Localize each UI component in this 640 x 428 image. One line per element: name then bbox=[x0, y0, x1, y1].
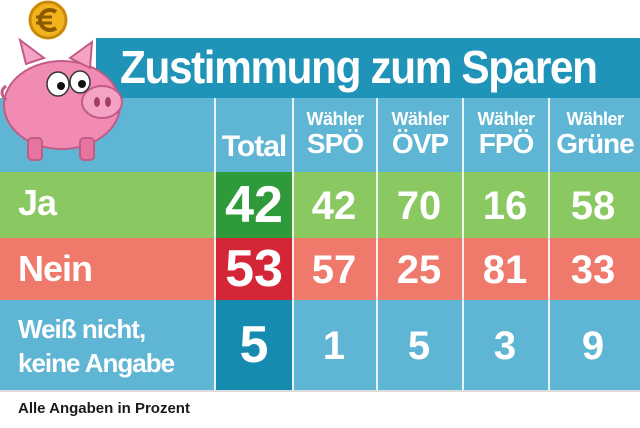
value-cell: 33 bbox=[570, 248, 616, 292]
value-cell: 70 bbox=[396, 184, 442, 228]
euro-coin-icon bbox=[28, 0, 68, 40]
total-cell-nein: 53 bbox=[216, 238, 292, 300]
row-nein bbox=[0, 238, 640, 300]
value-cell: 58 bbox=[570, 184, 616, 228]
column-header-label: ÖVP bbox=[391, 128, 449, 159]
column-header-label: SPÖ bbox=[306, 128, 364, 159]
row-label-weiss-nicht: Weiß nicht, keine Angabe bbox=[18, 312, 175, 380]
total-cell-weiss-nicht: 5 bbox=[216, 300, 292, 390]
column-divider bbox=[462, 98, 464, 390]
value-cell: 57 bbox=[311, 248, 357, 292]
column-header-total: Total bbox=[221, 130, 287, 163]
row-label-ja: Ja bbox=[18, 182, 57, 223]
row-ja bbox=[0, 172, 640, 238]
row-label-nein: Nein bbox=[18, 248, 93, 289]
value-cell: 1 bbox=[322, 324, 346, 368]
footer bbox=[0, 390, 640, 428]
column-header-top: Wähler bbox=[566, 109, 624, 129]
column-header-label: FPÖ bbox=[478, 128, 535, 159]
column-header-fpoe: Wähler FPÖ bbox=[466, 110, 546, 158]
value-cell: 42 bbox=[311, 184, 357, 228]
value-cell: 9 bbox=[581, 324, 605, 368]
column-header-top: Wähler bbox=[391, 109, 449, 129]
row-label-line: keine Angabe bbox=[18, 348, 175, 378]
column-header-top: Wähler bbox=[306, 109, 364, 129]
column-header-top: Wähler bbox=[477, 109, 535, 129]
total-cell-ja: 42 bbox=[216, 172, 292, 238]
column-divider bbox=[292, 98, 294, 390]
chart-title: Zustimmung zum Sparen bbox=[120, 41, 598, 93]
value-cell: 16 bbox=[482, 184, 528, 228]
row-weiss-nicht bbox=[0, 300, 640, 390]
column-header-oevp: Wähler ÖVP bbox=[380, 110, 460, 158]
value-cell: 25 bbox=[396, 248, 442, 292]
footer-note: Alle Angaben in Prozent bbox=[18, 400, 190, 417]
column-divider bbox=[214, 98, 216, 390]
value-cell: 5 bbox=[407, 324, 431, 368]
value-cell: 81 bbox=[482, 248, 528, 292]
piggy-bank-icon bbox=[0, 0, 123, 161]
column-header-gruene: Wähler Grüne bbox=[550, 110, 640, 158]
column-divider bbox=[376, 98, 378, 390]
column-header-spoe: Wähler SPÖ bbox=[296, 110, 374, 158]
title-bar bbox=[96, 38, 640, 98]
row-label-line: Weiß nicht, bbox=[18, 314, 146, 344]
column-header-label: Grüne bbox=[556, 128, 634, 159]
column-divider bbox=[548, 98, 550, 390]
value-cell: 3 bbox=[493, 324, 517, 368]
